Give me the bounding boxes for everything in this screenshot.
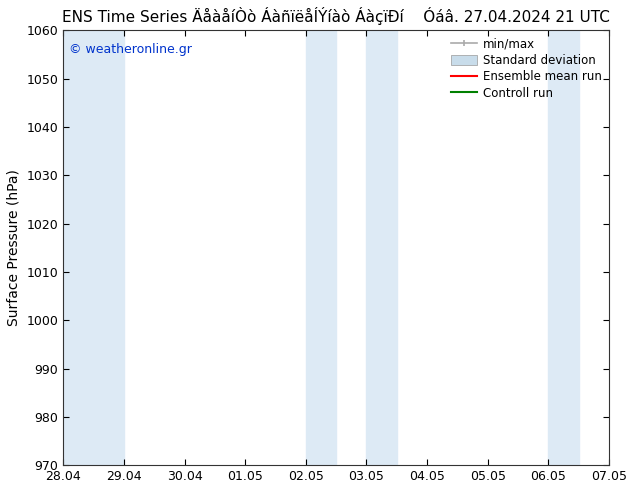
Text: © weatheronline.gr: © weatheronline.gr — [68, 43, 191, 56]
Y-axis label: Surface Pressure (hPa): Surface Pressure (hPa) — [7, 170, 21, 326]
Bar — [306, 30, 336, 465]
Title: ENS Time Series ÄåàåíÒò ÁàñïëåÍÝíàò ÁàçïÐí    Óáâ. 27.04.2024 21 UTC: ENS Time Series ÄåàåíÒò ÁàñïëåÍÝíàò Áàçï… — [62, 7, 610, 25]
Bar — [366, 30, 397, 465]
Bar — [63, 30, 124, 465]
Bar — [548, 30, 579, 465]
Legend: min/max, Standard deviation, Ensemble mean run, Controll run: min/max, Standard deviation, Ensemble me… — [446, 33, 607, 105]
